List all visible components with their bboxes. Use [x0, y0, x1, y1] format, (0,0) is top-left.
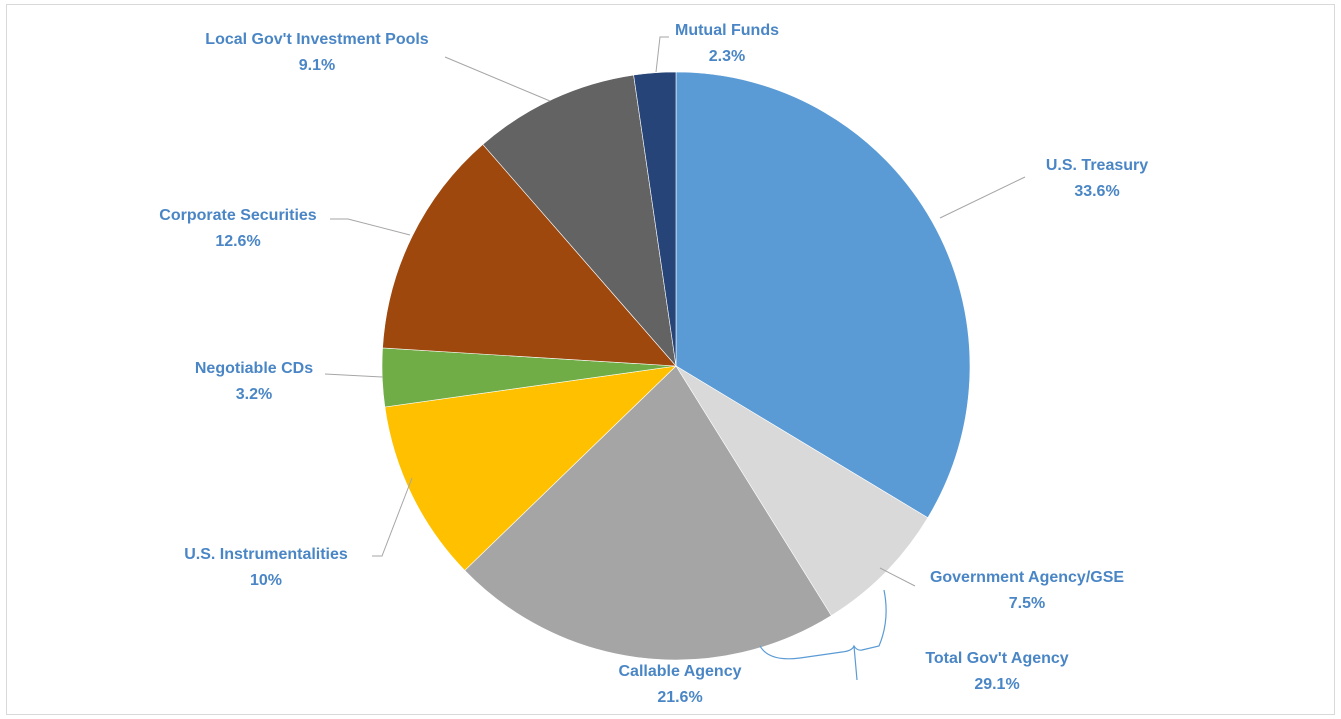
total-agency-brace-stem	[853, 645, 858, 681]
leader-line-mutual-funds	[655, 36, 669, 73]
pie-slice-local-gov-t-investment-pools	[482, 74, 677, 367]
slice-label-u-s-instrumentalities: U.S. Instrumentalities	[184, 546, 348, 563]
slice-label-local-gov-t-investment-pools: Local Gov't Investment Pools	[205, 31, 429, 48]
pie-slice-government-agency-gse	[675, 365, 929, 617]
pie-slices	[381, 71, 971, 661]
slice-label-corporate-securities: Corporate Securities	[159, 207, 316, 224]
slice-label-u-s-treasury: U.S. Treasury	[1046, 157, 1148, 174]
pie-slice-mutual-funds	[633, 71, 677, 367]
slice-label-negotiable-cds: Negotiable CDs	[195, 360, 313, 377]
pie-slice-corporate-securities	[382, 143, 677, 367]
annotations: Total Gov't Agency 29.1%	[759, 589, 1069, 693]
leader-line-negotiable-cds	[324, 373, 384, 378]
slice-value-mutual-funds: 2.3%	[709, 48, 745, 65]
slice-value-u-s-treasury: 33.6%	[1074, 183, 1119, 200]
leader-line-u-s-treasury	[939, 176, 1026, 219]
pie-slice-u-s-instrumentalities	[384, 365, 677, 571]
pie-slice-callable-agency	[464, 365, 832, 661]
annotation-value-total-gov-agency: 29.1%	[974, 676, 1019, 693]
slice-value-corporate-securities: 12.6%	[215, 233, 260, 250]
leader-line-local-gov-t-investment-pools	[444, 56, 551, 102]
slice-value-local-gov-t-investment-pools: 9.1%	[299, 57, 335, 74]
slice-value-u-s-instrumentalities: 10%	[250, 572, 282, 589]
slice-label-mutual-funds: Mutual Funds	[675, 22, 779, 39]
slice-value-callable-agency: 21.6%	[657, 689, 702, 706]
leader-lines	[324, 36, 1026, 587]
slice-labels: U.S. Treasury 33.6% Government Agency/GSE 7…	[159, 22, 1148, 706]
leader-line-u-s-instrumentalities	[372, 477, 413, 557]
annotation-label-total-gov-agency: Total Gov't Agency	[925, 650, 1068, 667]
slice-value-government-agency-gse: 7.5%	[1009, 595, 1045, 612]
leader-line-corporate-securities	[330, 218, 411, 236]
slice-label-government-agency-gse: Government Agency/GSE	[930, 569, 1124, 586]
leader-line-government-agency-gse	[879, 567, 916, 587]
pie-slice-u-s-treasury	[675, 71, 971, 519]
slice-value-negotiable-cds: 3.2%	[236, 386, 272, 403]
slice-label-callable-agency: Callable Agency	[618, 663, 741, 680]
